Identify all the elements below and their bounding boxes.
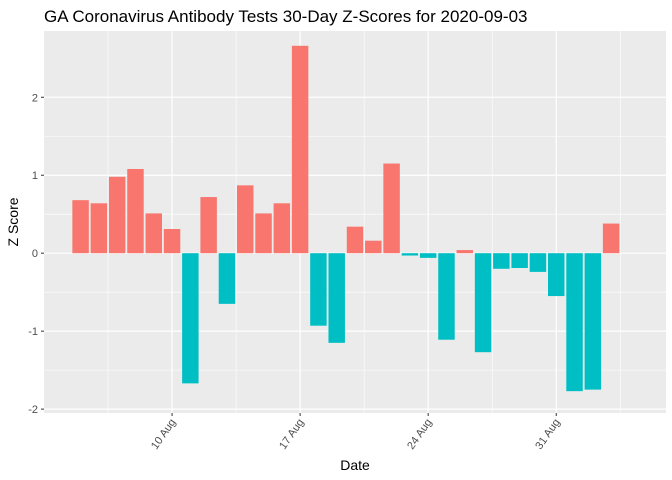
bar <box>474 253 492 353</box>
x-axis: 10 Aug 17 Aug 24 Aug 31 Aug <box>149 413 563 452</box>
y-axis-title: Z Score <box>5 197 21 246</box>
bar <box>310 253 327 326</box>
x-tick-label: 31 Aug <box>533 417 562 452</box>
bar <box>255 213 272 254</box>
bar <box>72 200 89 254</box>
bar <box>602 223 620 254</box>
bar <box>145 213 162 254</box>
bar <box>237 185 254 254</box>
bar <box>419 253 437 258</box>
bar <box>127 168 144 254</box>
y-tick-label: 2 <box>32 92 38 104</box>
bar <box>511 253 528 268</box>
x-tick-label: 10 Aug <box>149 417 178 452</box>
y-tick-label: 0 <box>32 248 38 260</box>
bar <box>291 45 309 254</box>
chart-title: GA Coronavirus Antibody Tests 30-Day Z-S… <box>44 7 527 26</box>
x-tick-label: 24 Aug <box>405 417 434 452</box>
bar <box>328 253 345 343</box>
bar <box>218 253 236 304</box>
y-tick-label: 1 <box>32 170 38 182</box>
bar <box>401 253 419 256</box>
bar <box>438 253 455 340</box>
bar <box>456 250 473 254</box>
bar <box>90 203 108 254</box>
bar <box>108 176 126 254</box>
y-tick-label: -1 <box>28 326 38 338</box>
bar <box>383 163 400 254</box>
bars <box>72 45 620 392</box>
bar <box>548 253 565 297</box>
x-axis-title: Date <box>340 457 370 473</box>
bar <box>273 203 291 254</box>
y-axis: -2 -1 0 1 2 <box>28 92 44 416</box>
x-tick-label: 17 Aug <box>277 417 306 452</box>
bar <box>182 253 199 384</box>
bar <box>493 253 510 269</box>
bar <box>365 240 382 254</box>
bar <box>566 253 583 392</box>
bar <box>163 229 181 254</box>
bar <box>200 197 217 254</box>
bar <box>529 253 547 272</box>
y-tick-label: -2 <box>28 404 38 416</box>
bar <box>584 253 602 390</box>
bar <box>346 226 364 254</box>
